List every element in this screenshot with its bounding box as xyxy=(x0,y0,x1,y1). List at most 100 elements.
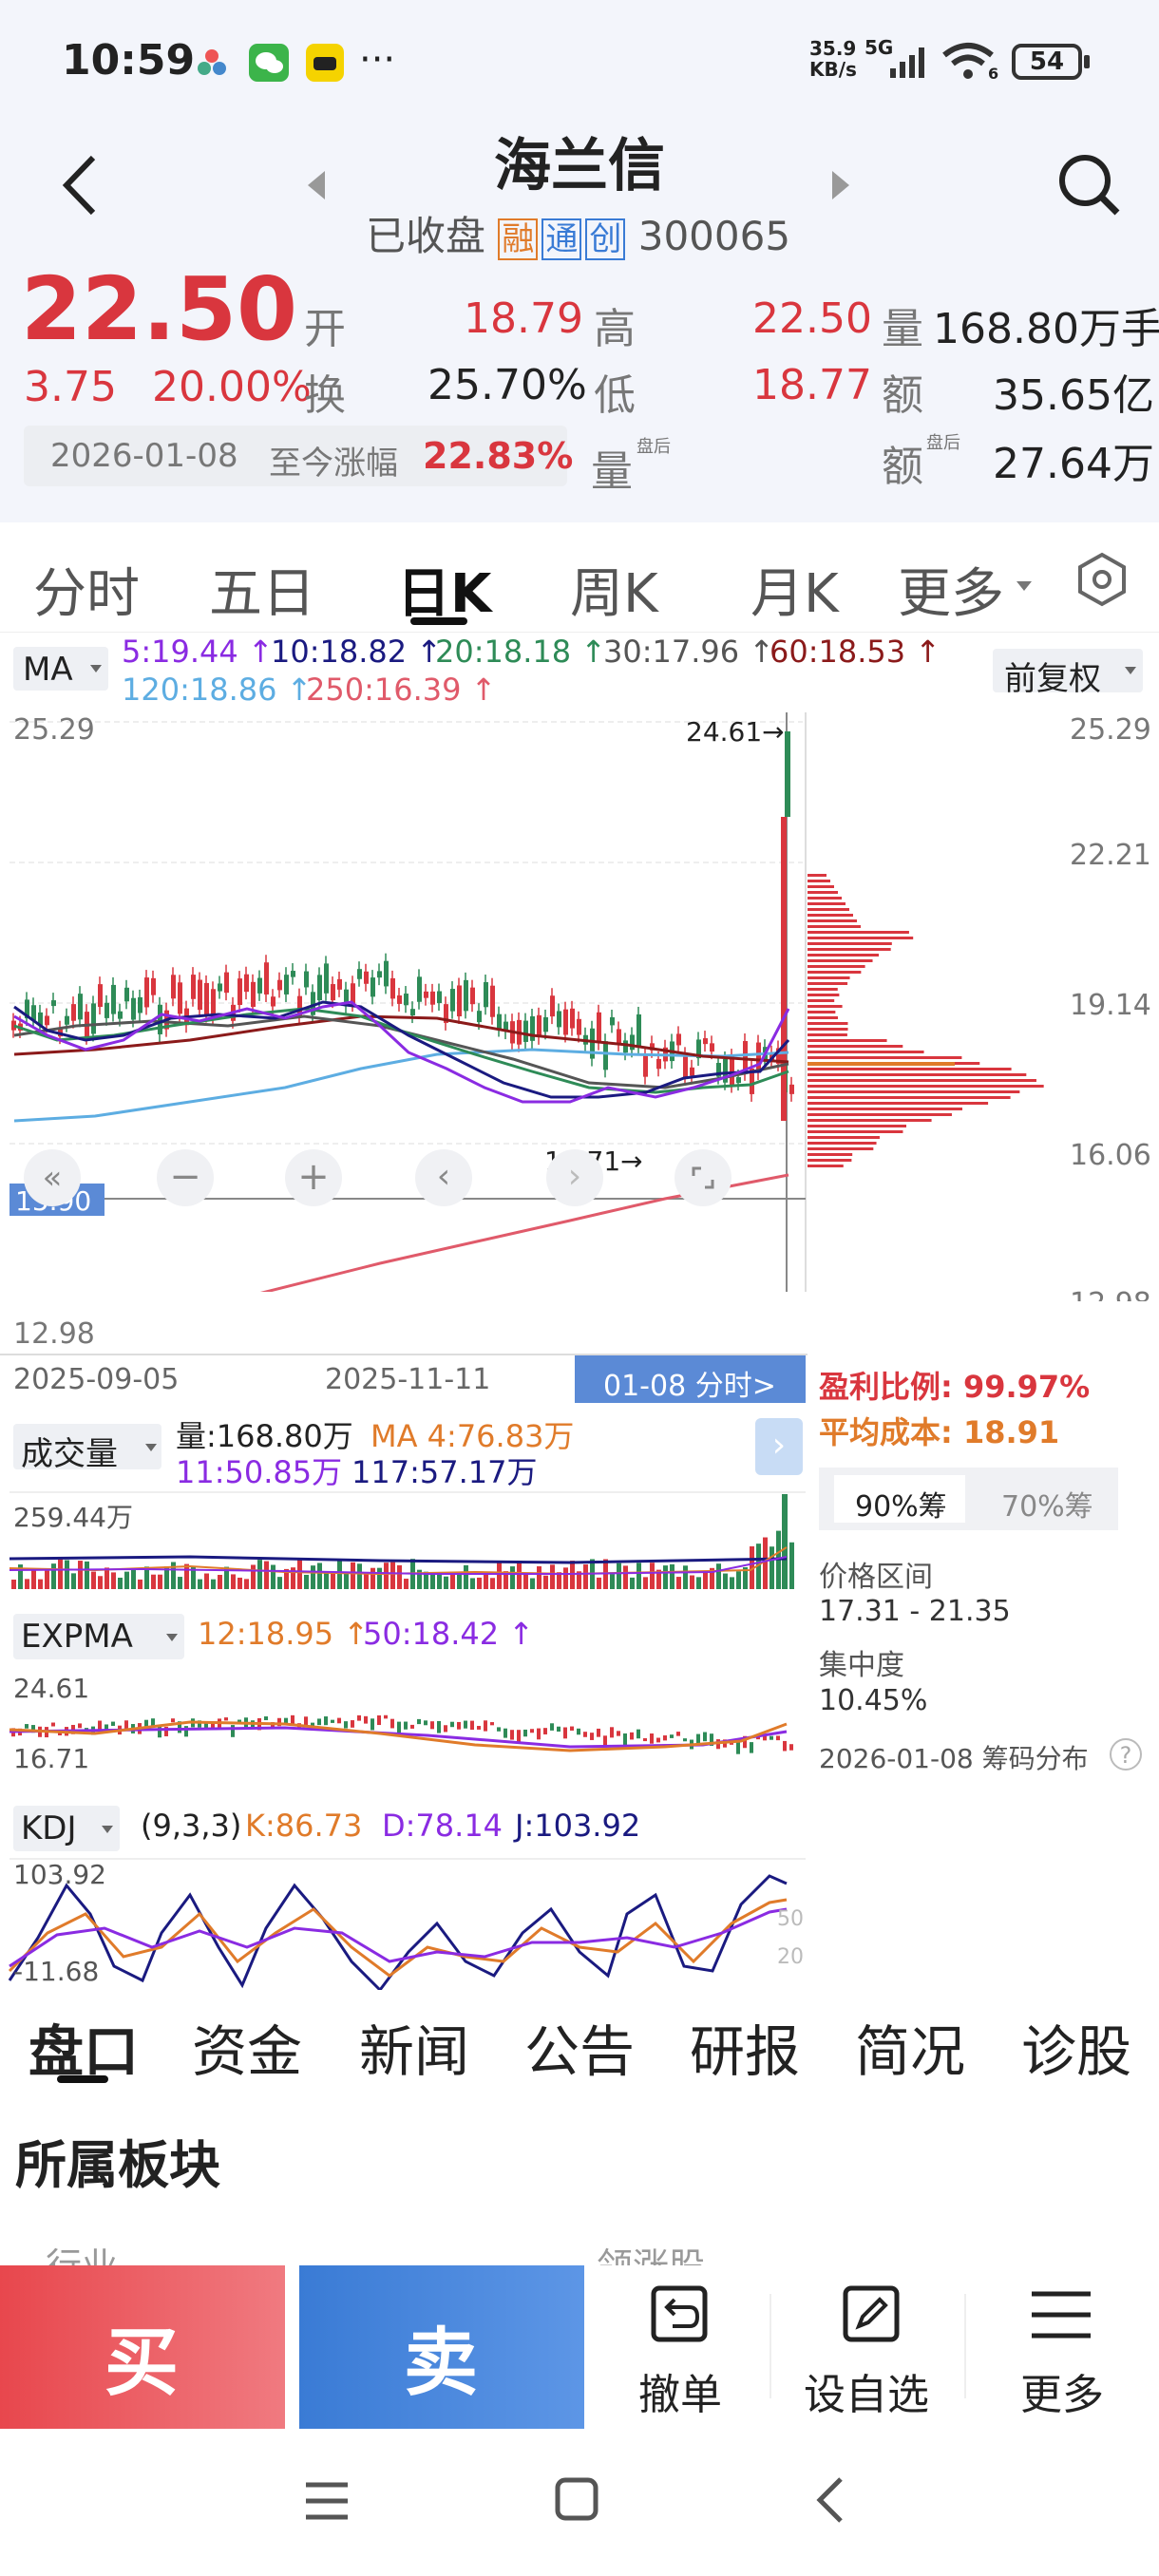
back-icon[interactable] xyxy=(57,152,104,218)
tab-research[interactable]: 研报 xyxy=(690,2019,801,2084)
tab-intraday[interactable]: 分时 xyxy=(33,563,140,625)
volume-bar xyxy=(118,1577,123,1589)
tab-more[interactable]: 更多 xyxy=(898,563,1004,625)
scroll-left-button[interactable]: ‹ xyxy=(415,1149,472,1206)
volume-bar xyxy=(424,1571,428,1589)
tab-chip-70[interactable]: 70%筹 xyxy=(1001,1490,1093,1524)
candle xyxy=(131,997,136,1020)
tab-monthly-k[interactable]: 月K xyxy=(750,563,839,625)
candle xyxy=(171,975,176,999)
candle xyxy=(590,1028,595,1059)
tab-daily-k[interactable]: 日K xyxy=(397,563,492,625)
chip-bar xyxy=(808,1125,907,1127)
recent-apps-icon[interactable] xyxy=(302,2479,352,2523)
search-icon[interactable] xyxy=(1054,150,1123,218)
date-start: 2025-09-05 xyxy=(13,1363,180,1396)
candle xyxy=(710,1043,714,1052)
scroll-right-button[interactable]: › xyxy=(546,1149,603,1206)
settings-hexagon-icon[interactable] xyxy=(1074,551,1130,608)
volume-ma117-line xyxy=(9,1555,788,1564)
turnover-value: 25.70% xyxy=(428,361,587,409)
chip-bar xyxy=(808,1102,989,1105)
cancel-order-button[interactable]: 撤单 xyxy=(608,2275,750,2427)
expand-icon xyxy=(692,1166,714,1189)
expma-candle xyxy=(151,1718,155,1727)
volume-bar xyxy=(351,1562,355,1589)
tab-news[interactable]: 新闻 xyxy=(359,2019,470,2084)
tab-funds[interactable]: 资金 xyxy=(192,2019,303,2084)
home-icon[interactable] xyxy=(553,2475,600,2523)
expma-candle xyxy=(663,1735,667,1741)
zoom-in-button[interactable]: + xyxy=(285,1149,342,1206)
kdj-selector[interactable]: KDJ xyxy=(13,1806,120,1851)
tab-order-book[interactable]: 盘口 xyxy=(28,2019,140,2084)
adjust-selector[interactable]: 前复权 xyxy=(993,649,1143,698)
tag-margin: 融 xyxy=(498,218,539,260)
volume-bar xyxy=(504,1571,508,1589)
candle xyxy=(550,995,555,1017)
chip-bar xyxy=(808,948,891,951)
kline-y-top: 25.29 xyxy=(13,713,95,747)
ma20-value: 20:18.18 ↑ xyxy=(435,634,607,670)
kline-y-bottom: 12.98 xyxy=(13,1317,95,1351)
active-tab-indicator xyxy=(410,617,467,625)
volume-bar xyxy=(716,1563,721,1589)
candle xyxy=(683,1054,688,1078)
expma-candle xyxy=(484,1720,487,1732)
kdj-k-line xyxy=(8,1898,788,1978)
more-actions-button[interactable]: 更多 xyxy=(988,2275,1140,2427)
candle xyxy=(91,1003,96,1034)
volume-bar xyxy=(763,1537,768,1589)
volume-bar xyxy=(364,1572,369,1589)
expma-candle xyxy=(437,1720,441,1733)
rewind-button[interactable]: « xyxy=(24,1149,81,1206)
tab-profile[interactable]: 简况 xyxy=(855,2019,966,2084)
help-icon[interactable]: ? xyxy=(1110,1738,1142,1771)
expma-candle xyxy=(504,1728,507,1738)
stock-name: 海兰信 xyxy=(494,133,665,199)
tab-chip-90[interactable]: 90%筹 xyxy=(834,1475,965,1524)
volume-ma4: MA 4:76.83万 xyxy=(370,1418,575,1454)
expma-selector[interactable]: EXPMA xyxy=(13,1614,184,1659)
divider xyxy=(770,2294,771,2398)
add-watchlist-button[interactable]: 设自选 xyxy=(798,2275,950,2427)
stock-status-line: 已收盘 融通创 300065 xyxy=(366,204,790,262)
expma-candle xyxy=(370,1718,374,1731)
volume-indicator-selector[interactable]: 成交量 xyxy=(13,1424,162,1473)
volume-bar xyxy=(144,1566,149,1589)
concentration-value: 10.45% xyxy=(819,1684,928,1717)
intraday-link-button[interactable]: 01-08 分时> xyxy=(575,1355,806,1403)
prev-stock-icon[interactable] xyxy=(304,169,329,201)
tab-five-day[interactable]: 五日 xyxy=(209,563,315,625)
ma-selector[interactable]: MA xyxy=(13,647,108,691)
candle xyxy=(45,1015,49,1026)
expand-indicators-button[interactable]: › xyxy=(755,1418,803,1475)
expma-candle xyxy=(158,1726,162,1738)
nav-back-icon[interactable] xyxy=(812,2473,850,2527)
candle xyxy=(51,1000,56,1007)
expma-candle xyxy=(743,1735,747,1749)
more-actions-label: 更多 xyxy=(1020,2371,1104,2419)
expma-candle xyxy=(331,1719,334,1723)
candle xyxy=(251,981,256,1008)
next-stock-icon[interactable] xyxy=(828,169,853,201)
candle xyxy=(317,975,322,1001)
sell-button[interactable]: 卖 xyxy=(299,2265,584,2429)
candle xyxy=(743,1041,748,1073)
tab-announcements[interactable]: 公告 xyxy=(524,2019,636,2084)
candle xyxy=(364,971,369,984)
expma-candle xyxy=(656,1737,660,1743)
chip-axis-25-29: 25.29 xyxy=(1070,713,1151,747)
open-label: 开 xyxy=(304,305,346,353)
tab-diagnosis[interactable]: 诊股 xyxy=(1021,2019,1132,2084)
volume-bar xyxy=(510,1566,515,1589)
zoom-out-button[interactable]: − xyxy=(157,1149,214,1206)
expma-candle xyxy=(171,1718,175,1723)
volume-bar xyxy=(31,1570,36,1589)
candle xyxy=(271,996,276,1007)
tab-weekly-k[interactable]: 周K xyxy=(570,563,658,625)
fullscreen-button[interactable] xyxy=(674,1149,732,1206)
chevron-down-icon xyxy=(1125,667,1136,674)
candle xyxy=(264,962,269,994)
buy-button[interactable]: 买 xyxy=(0,2265,285,2429)
